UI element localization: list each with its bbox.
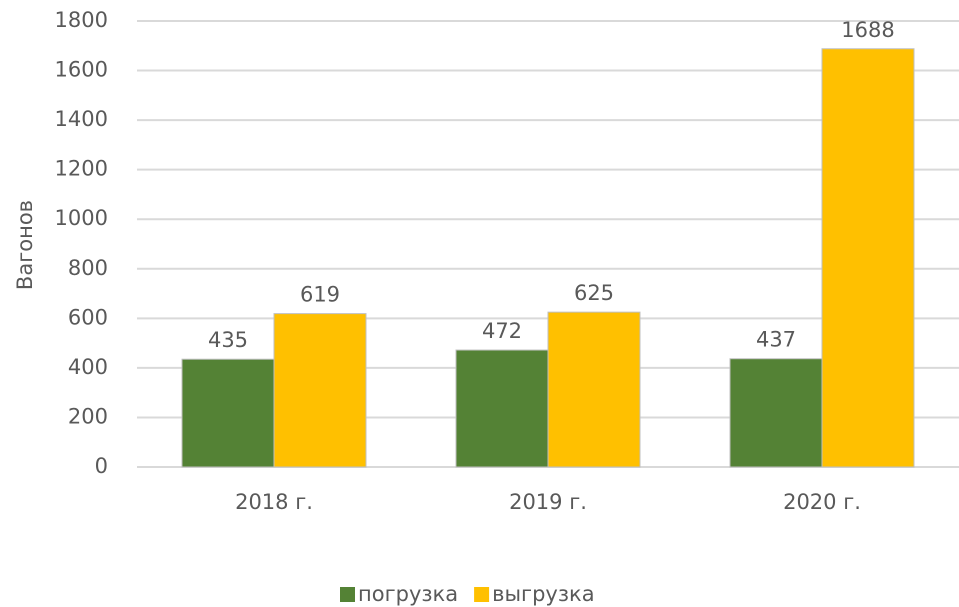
y-tick-label: 1200 xyxy=(55,157,108,181)
bar xyxy=(729,358,823,468)
y-tick-label: 0 xyxy=(95,454,108,478)
bar xyxy=(547,311,641,468)
y-tick-label: 400 xyxy=(68,355,108,379)
value-label: 437 xyxy=(756,328,796,352)
legend-label: выгрузка xyxy=(492,582,594,606)
y-tick-label: 200 xyxy=(68,404,108,428)
legend-label: погрузка xyxy=(358,582,458,606)
y-tick-label: 800 xyxy=(68,256,108,280)
bar xyxy=(181,358,275,468)
legend-swatch xyxy=(340,587,355,602)
y-axis-label: Вагонов xyxy=(13,200,37,290)
y-tick-label: 1000 xyxy=(55,206,108,230)
value-label: 1688 xyxy=(841,18,894,42)
value-label: 472 xyxy=(482,319,522,343)
bar xyxy=(273,313,367,468)
x-tick-label: 2019 г. xyxy=(509,490,587,514)
value-label: 625 xyxy=(574,281,614,305)
y-tick-label: 1600 xyxy=(55,58,108,82)
y-tick-label: 1800 xyxy=(55,8,108,32)
bar xyxy=(455,349,549,468)
value-label: 619 xyxy=(300,283,340,307)
y-tick-label: 1400 xyxy=(55,107,108,131)
value-label: 435 xyxy=(208,328,248,352)
x-tick-label: 2020 г. xyxy=(783,490,861,514)
y-tick-label: 600 xyxy=(68,305,108,329)
x-tick-label: 2018 г. xyxy=(235,490,313,514)
bar xyxy=(821,48,915,468)
legend-swatch xyxy=(474,587,490,602)
